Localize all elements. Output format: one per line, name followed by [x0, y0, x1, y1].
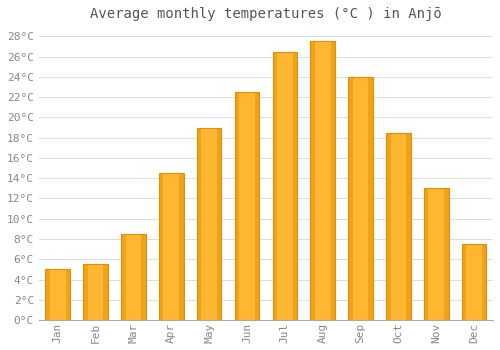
Bar [46, 270, 70, 320]
Bar [104, 264, 108, 320]
Bar [179, 173, 184, 320]
Bar [84, 264, 87, 320]
Bar [46, 270, 50, 320]
Bar [121, 234, 126, 320]
Bar [234, 92, 260, 320]
Title: Average monthly temperatures (°C ) in Anjō: Average monthly temperatures (°C ) in An… [90, 7, 442, 21]
Bar [255, 92, 260, 320]
Bar [84, 264, 108, 320]
Bar [159, 173, 164, 320]
Bar [292, 51, 297, 320]
Bar [424, 188, 448, 320]
Bar [310, 41, 315, 320]
Bar [462, 244, 466, 320]
Bar [310, 41, 335, 320]
Bar [66, 270, 70, 320]
Bar [386, 133, 390, 320]
Bar [444, 188, 448, 320]
Bar [406, 133, 410, 320]
Bar [368, 77, 373, 320]
Bar [121, 234, 146, 320]
Bar [159, 173, 184, 320]
Bar [482, 244, 486, 320]
Bar [330, 41, 335, 320]
Bar [424, 188, 428, 320]
Bar [217, 127, 222, 320]
Bar [462, 244, 486, 320]
Bar [197, 127, 202, 320]
Bar [272, 51, 277, 320]
Bar [348, 77, 352, 320]
Bar [234, 92, 239, 320]
Bar [272, 51, 297, 320]
Bar [142, 234, 146, 320]
Bar [197, 127, 222, 320]
Bar [386, 133, 410, 320]
Bar [348, 77, 373, 320]
